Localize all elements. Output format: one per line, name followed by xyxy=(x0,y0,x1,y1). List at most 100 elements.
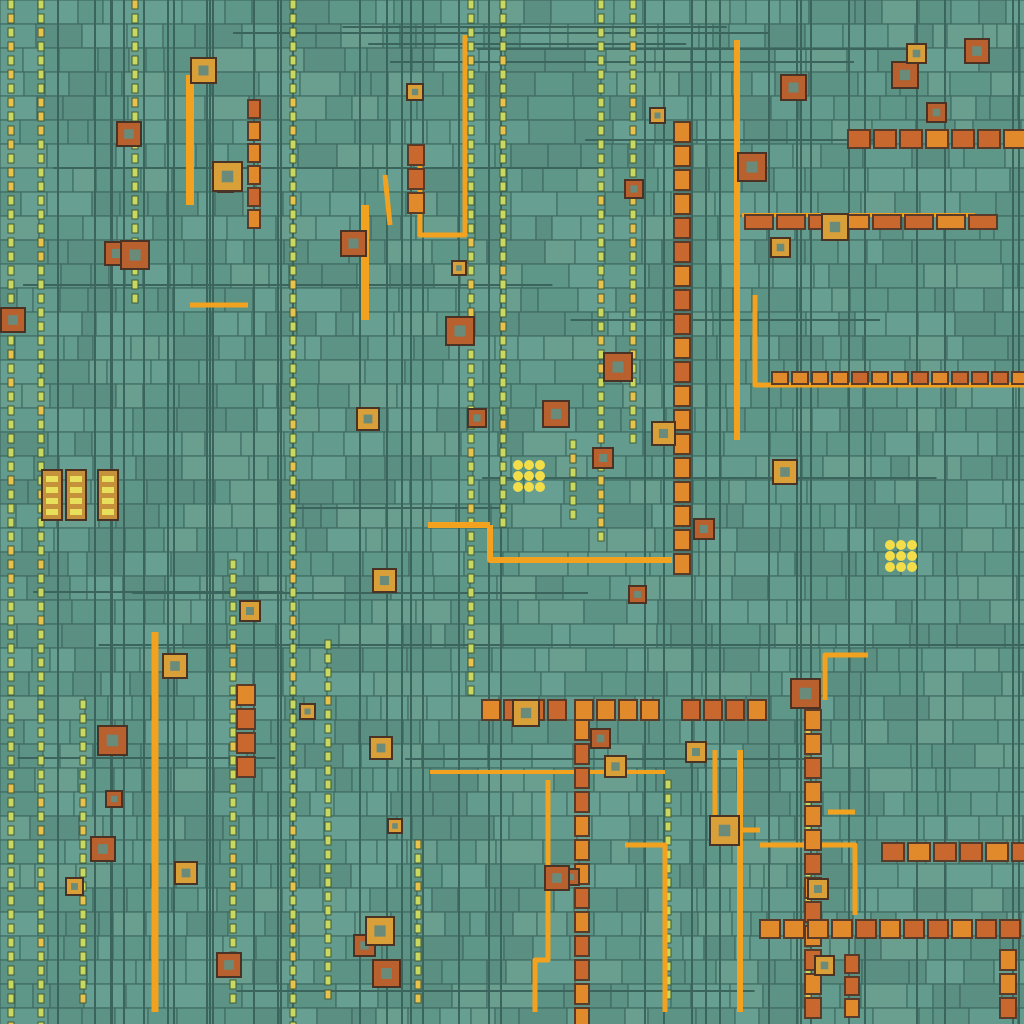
tile xyxy=(176,407,227,433)
light-strip xyxy=(289,951,297,962)
tile xyxy=(537,287,579,313)
tile xyxy=(953,287,985,313)
light-strip xyxy=(7,965,15,976)
light-strip xyxy=(7,223,15,234)
tile xyxy=(74,431,93,457)
light-strip xyxy=(7,629,15,640)
block xyxy=(673,505,691,527)
light-strip xyxy=(289,881,297,892)
tile xyxy=(740,791,791,817)
chip-core xyxy=(700,525,708,533)
tile xyxy=(63,335,79,361)
light-strip xyxy=(289,727,297,738)
tile xyxy=(13,0,39,25)
block xyxy=(247,209,261,229)
tile xyxy=(520,287,539,313)
light-strip xyxy=(229,797,237,808)
light-strip xyxy=(597,293,605,304)
light-strip xyxy=(79,699,87,710)
block xyxy=(574,791,590,813)
tile xyxy=(540,671,566,697)
tile xyxy=(211,311,239,337)
tile xyxy=(550,0,596,25)
tile xyxy=(956,263,1004,289)
tile xyxy=(504,47,546,73)
tile xyxy=(613,0,644,25)
light-strip xyxy=(289,139,297,150)
light-strip xyxy=(289,657,297,668)
tile xyxy=(411,815,452,841)
light-strip xyxy=(7,671,15,682)
tile xyxy=(181,0,226,25)
tile xyxy=(659,575,696,601)
light-strip xyxy=(289,895,297,906)
tile xyxy=(343,431,385,457)
tile xyxy=(1016,23,1024,49)
tile xyxy=(536,911,568,937)
tile xyxy=(441,959,488,985)
tile xyxy=(903,167,952,193)
light-strip xyxy=(37,13,45,24)
tile xyxy=(365,527,383,553)
tile xyxy=(833,695,861,721)
block xyxy=(831,919,853,939)
tile xyxy=(0,167,44,193)
tile xyxy=(67,551,88,577)
light-strip xyxy=(289,181,297,192)
tile xyxy=(186,719,237,745)
tile xyxy=(318,407,347,433)
light-strip xyxy=(7,741,15,752)
tile xyxy=(131,695,152,721)
block xyxy=(247,143,261,163)
light-strip xyxy=(499,335,507,346)
tile xyxy=(959,191,997,217)
tile xyxy=(91,191,121,217)
light-strip xyxy=(499,209,507,220)
tile xyxy=(241,23,282,49)
tile xyxy=(916,719,954,745)
tile xyxy=(918,1007,934,1024)
light-strip xyxy=(289,405,297,416)
light-strip xyxy=(467,615,475,626)
tile xyxy=(126,887,173,913)
tile xyxy=(478,719,494,745)
tile xyxy=(564,671,603,697)
light-strip xyxy=(289,97,297,108)
chip-core xyxy=(224,960,234,970)
light-strip xyxy=(629,237,637,248)
tile xyxy=(935,407,967,433)
tile xyxy=(542,167,578,193)
tile xyxy=(642,743,692,769)
light-strip xyxy=(79,741,87,752)
tile xyxy=(622,311,662,337)
light-strip xyxy=(467,209,475,220)
tile xyxy=(823,527,849,553)
chip xyxy=(544,865,570,891)
tile xyxy=(517,599,540,625)
tile xyxy=(659,71,680,97)
light-strip xyxy=(499,307,507,318)
light-strip xyxy=(131,153,139,164)
tile xyxy=(176,1007,226,1024)
tile xyxy=(607,311,624,337)
light-strip xyxy=(131,27,139,38)
tile xyxy=(822,455,872,481)
light-strip xyxy=(467,601,475,612)
light-strip xyxy=(414,895,422,906)
tile xyxy=(487,743,533,769)
tile xyxy=(945,887,973,913)
light-strip xyxy=(7,447,15,458)
light-strip xyxy=(467,447,475,458)
block xyxy=(844,954,860,974)
tile xyxy=(439,1007,472,1024)
light-strip xyxy=(7,951,15,962)
tile xyxy=(830,719,863,745)
light-strip xyxy=(324,765,332,776)
light-strip xyxy=(229,839,237,850)
tile xyxy=(840,335,864,361)
tile xyxy=(764,23,806,49)
block xyxy=(574,743,590,765)
chip xyxy=(120,240,150,270)
light-strip xyxy=(37,447,45,458)
tile xyxy=(224,287,254,313)
